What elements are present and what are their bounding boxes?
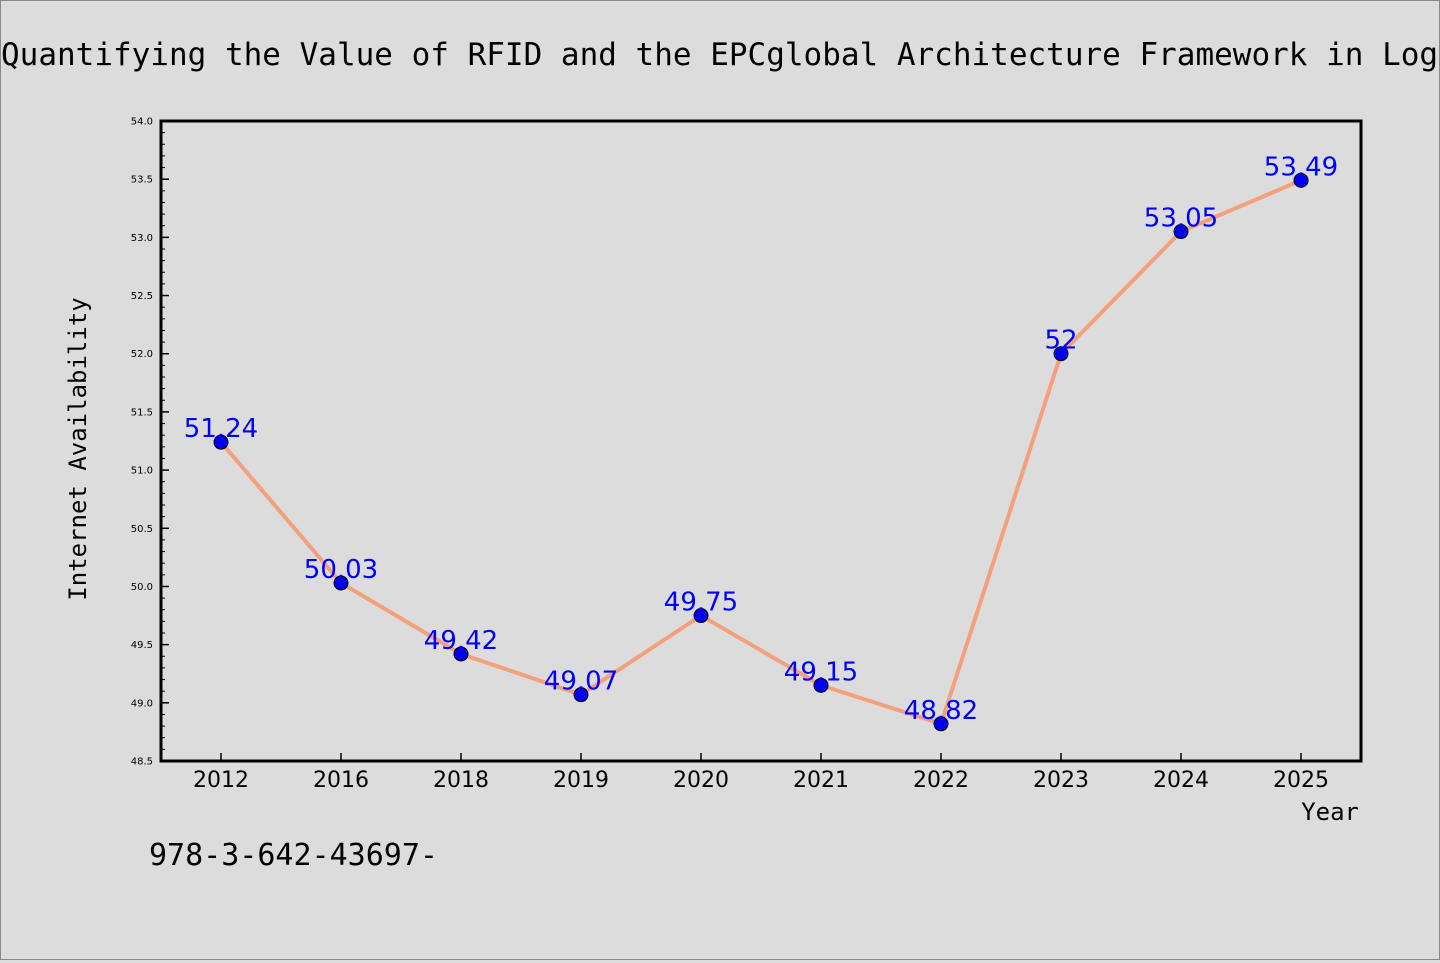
footnote: 978-3-642-43697- bbox=[149, 838, 438, 873]
plot-frame bbox=[159, 119, 1363, 763]
y-tick-label: 49.0 bbox=[131, 698, 153, 709]
y-tick-label: 50.5 bbox=[131, 524, 153, 535]
y-tick-label: 52.5 bbox=[131, 291, 153, 302]
y-tick-label: 49.5 bbox=[131, 640, 153, 651]
y-tick-label: 54.0 bbox=[131, 117, 153, 128]
data-point bbox=[1053, 346, 1069, 362]
x-tick-label: 2016 bbox=[313, 768, 369, 793]
y-tick-label: 53.0 bbox=[131, 233, 153, 244]
x-tick-label: 2012 bbox=[193, 768, 249, 793]
y-axis: 48.5 49.0 49.5 50.0 50.5 51.0 51.5 52.0 52.5 53.0… bbox=[131, 117, 169, 768]
data-label: 50.03 bbox=[304, 555, 378, 585]
x-tick-label: 2024 bbox=[1153, 768, 1209, 793]
y-axis-label: Internet Availability bbox=[64, 297, 92, 600]
x-axis-label: Year bbox=[1301, 798, 1359, 826]
data-point bbox=[453, 646, 469, 662]
data-point bbox=[333, 575, 349, 591]
data-label: 49.75 bbox=[664, 588, 738, 618]
x-tick-label: 2023 bbox=[1033, 768, 1089, 793]
chart-title: Quantifying the Value of RFID and the EP… bbox=[1, 37, 1439, 73]
data-label: 49.07 bbox=[544, 667, 618, 697]
data-point bbox=[813, 677, 829, 693]
data-point bbox=[693, 608, 709, 624]
x-tick-label: 2022 bbox=[913, 768, 969, 793]
series-line bbox=[219, 178, 1303, 726]
x-tick-label: 2019 bbox=[553, 768, 609, 793]
y-tick-label: 52.0 bbox=[131, 349, 153, 360]
data-point bbox=[933, 716, 949, 732]
data-label: 49.15 bbox=[784, 657, 858, 687]
data-point bbox=[213, 434, 229, 450]
x-tick-label: 2021 bbox=[793, 768, 849, 793]
data-label: 48.82 bbox=[904, 696, 978, 726]
y-tick-label: 51.5 bbox=[131, 407, 153, 418]
data-point bbox=[1173, 224, 1189, 240]
x-tick-label: 2018 bbox=[433, 768, 489, 793]
plot-series: 51.24 50.03 49.42 49.07 49.75 49.15 48.82 52 53.… bbox=[184, 152, 1338, 732]
y-tick-label: 48.5 bbox=[131, 757, 153, 768]
y-tick-label: 50.0 bbox=[131, 582, 153, 593]
data-label: 53.49 bbox=[1264, 152, 1338, 182]
data-label: 51.24 bbox=[184, 414, 258, 444]
x-axis: 2012 2016 2018 2019 2020 2021 2022 2023 2024 2025 bbox=[193, 753, 1329, 793]
y-tick-label: 51.0 bbox=[131, 466, 153, 477]
data-point bbox=[1293, 172, 1309, 188]
data-label: 52 bbox=[1044, 326, 1077, 356]
y-tick-label: 53.5 bbox=[131, 175, 153, 186]
data-label: 53.05 bbox=[1144, 204, 1218, 234]
x-tick-label: 2025 bbox=[1273, 768, 1329, 793]
data-point bbox=[573, 687, 589, 703]
data-label: 49.42 bbox=[424, 626, 498, 656]
x-tick-label: 2020 bbox=[673, 768, 729, 793]
